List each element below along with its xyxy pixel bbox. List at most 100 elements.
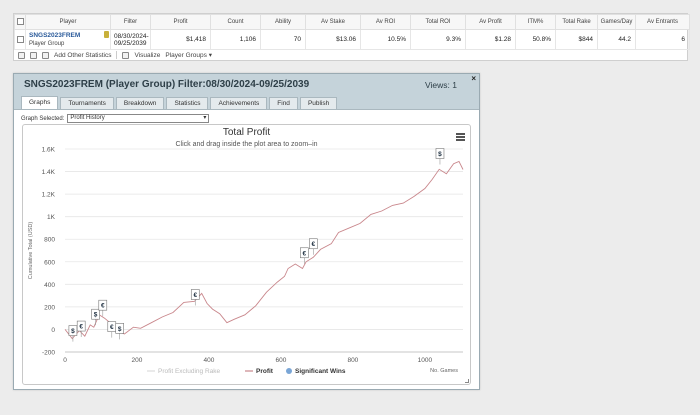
significant-win-icon: € xyxy=(193,292,197,299)
av-roi-cell: 10.5% xyxy=(360,29,411,50)
graph-select-value: Profit History xyxy=(70,115,105,121)
table-toolbar: Add Other Statistics Visualize Player Gr… xyxy=(18,50,212,60)
chart-container[interactable]: Total Profit Click and drag inside the p… xyxy=(22,124,471,385)
stats-table: Player Filter Profit Count Ability Av St… xyxy=(14,14,690,50)
select-all-checkbox[interactable] xyxy=(16,18,24,26)
chart-title: Total Profit xyxy=(222,127,271,138)
av-stake-cell: $13.06 xyxy=(305,29,361,50)
graph-select-dropdown[interactable]: Profit History ▾ xyxy=(67,114,210,123)
col-header[interactable]: Player xyxy=(25,14,111,30)
table-header-row: Player Filter Profit Count Ability Av St… xyxy=(14,14,690,30)
visualize-icon[interactable] xyxy=(122,51,130,59)
y-tick-label: 1.6K xyxy=(42,147,56,154)
add-stats-icon[interactable] xyxy=(42,51,49,59)
total-roi-cell: 9.3% xyxy=(410,29,466,50)
col-header[interactable]: Total ROI xyxy=(410,14,466,30)
col-header[interactable]: Total Rake xyxy=(555,14,598,30)
significant-win-icon: $ xyxy=(71,328,75,335)
tab-bar: Graphs Tournaments Breakdown Statistics … xyxy=(14,96,479,110)
col-header[interactable]: Games/Day xyxy=(597,14,636,30)
select-all-header[interactable] xyxy=(14,14,26,30)
tab-graphs[interactable]: Graphs xyxy=(21,96,59,109)
graph-selected-label: Graph Selected: xyxy=(21,115,65,122)
x-tick-label: 800 xyxy=(347,357,358,364)
y-tick-label: 1.2K xyxy=(42,192,56,199)
x-tick-label: 400 xyxy=(204,357,215,364)
legend-label: Profit xyxy=(256,368,274,375)
player-name-link[interactable]: SNGS2023FREM xyxy=(29,31,81,39)
ability-cell: 70 xyxy=(260,29,306,50)
significant-win-marker xyxy=(309,238,318,250)
col-header[interactable]: Count xyxy=(210,14,261,30)
tab-statistics[interactable]: Statistics xyxy=(166,97,209,109)
filter-cell: 08/30/2024-09/25/2039 xyxy=(110,29,151,50)
significant-win-icon: € xyxy=(110,324,114,331)
player-type: Player Group xyxy=(29,40,65,47)
window-header[interactable]: SNGS2023FREM (Player Group) Filter:08/30… xyxy=(14,74,479,96)
hamburger-menu-icon[interactable] xyxy=(456,133,465,141)
row-checkbox-cell[interactable] xyxy=(14,29,26,50)
x-tick-label: 200 xyxy=(132,357,143,364)
significant-win-marker xyxy=(435,148,445,159)
profit-chart[interactable]: -200 0 200 400 600 800 1K 1.2K 1.4K 1.6K 0 200 400 60… xyxy=(23,125,472,386)
views-count: Views: 1 xyxy=(425,80,457,90)
significant-win-marker xyxy=(76,320,86,332)
tab-publish[interactable]: Publish xyxy=(299,97,338,109)
significant-win-icon: € xyxy=(79,324,83,331)
chevron-down-icon: ▾ xyxy=(203,115,207,121)
trash-icon[interactable] xyxy=(18,51,25,59)
significant-win-icon: € xyxy=(101,303,105,310)
player-groups-label: Player Groups xyxy=(165,52,207,59)
profit-series-line xyxy=(64,160,464,340)
graph-select-row: Graph Selected: Profit History ▾ xyxy=(21,114,210,123)
y-tick-label: 200 xyxy=(44,304,55,311)
tab-breakdown[interactable]: Breakdown xyxy=(115,97,165,109)
significant-win-marker xyxy=(115,323,124,334)
av-entrants-cell: 6 xyxy=(635,29,690,50)
player-cell: SNGS2023FREM Player Group xyxy=(25,29,111,50)
x-tick-label: 0 xyxy=(63,357,67,364)
av-profit-cell: $1.28 xyxy=(465,29,516,50)
close-button[interactable]: × xyxy=(471,74,476,83)
col-header[interactable]: ITM% xyxy=(515,14,556,30)
col-header[interactable]: Filter xyxy=(110,14,151,30)
visualize-button[interactable]: Visualize xyxy=(134,51,161,59)
legend-swatch-significant-wins xyxy=(286,368,292,374)
col-header[interactable]: Av Entrants xyxy=(635,14,690,30)
x-tick-label: 1000 xyxy=(418,357,433,364)
window-title: SNGS2023FREM (Player Group) Filter:08/30… xyxy=(24,79,310,90)
y-axis-label: Cumulative Total (USD) xyxy=(28,222,34,280)
chart-subtitle: Click and drag inside the plot area to z… xyxy=(175,141,318,148)
y-tick-label: 1K xyxy=(47,214,56,221)
refresh-icon[interactable] xyxy=(30,51,37,59)
toolbar-divider xyxy=(116,51,118,59)
y-tick-label: 0 xyxy=(51,327,55,334)
tab-find[interactable]: Find xyxy=(269,97,298,109)
tab-tournaments[interactable]: Tournaments xyxy=(60,97,114,109)
significant-win-marker xyxy=(91,308,100,320)
row-checkbox[interactable] xyxy=(16,35,24,43)
profit-cell: $1,418 xyxy=(150,29,211,50)
col-header[interactable]: Profit xyxy=(150,14,211,30)
y-tick-label: 400 xyxy=(44,282,55,289)
y-tick-label: 1.4K xyxy=(42,169,56,176)
significant-win-marker xyxy=(300,247,309,259)
table-row[interactable]: SNGS2023FREM Player Group 08/30/2024-09/… xyxy=(14,29,690,50)
significant-win-marker xyxy=(190,289,200,300)
resize-handle[interactable] xyxy=(465,379,469,383)
stats-panel: Player Filter Profit Count Ability Av St… xyxy=(13,13,690,61)
significant-win-icon: $ xyxy=(438,151,442,158)
col-header[interactable]: Av ROI xyxy=(360,14,411,30)
col-header[interactable]: Av Stake xyxy=(305,14,361,30)
y-tick-label: 800 xyxy=(44,237,55,244)
count-cell: 1,106 xyxy=(210,29,261,50)
legend-label: Significant Wins xyxy=(295,368,346,375)
col-header[interactable]: Av Profit xyxy=(465,14,516,30)
col-header[interactable]: Ability xyxy=(260,14,306,30)
significant-win-icon: € xyxy=(302,250,306,257)
significant-win-marker xyxy=(98,299,108,311)
player-groups-dropdown[interactable]: Player Groups ▾ xyxy=(165,52,212,59)
add-other-statistics-button[interactable]: Add Other Statistics xyxy=(54,51,112,59)
tab-achievements[interactable]: Achievements xyxy=(210,97,268,109)
player-group-window: SNGS2023FREM (Player Group) Filter:08/30… xyxy=(13,73,480,390)
